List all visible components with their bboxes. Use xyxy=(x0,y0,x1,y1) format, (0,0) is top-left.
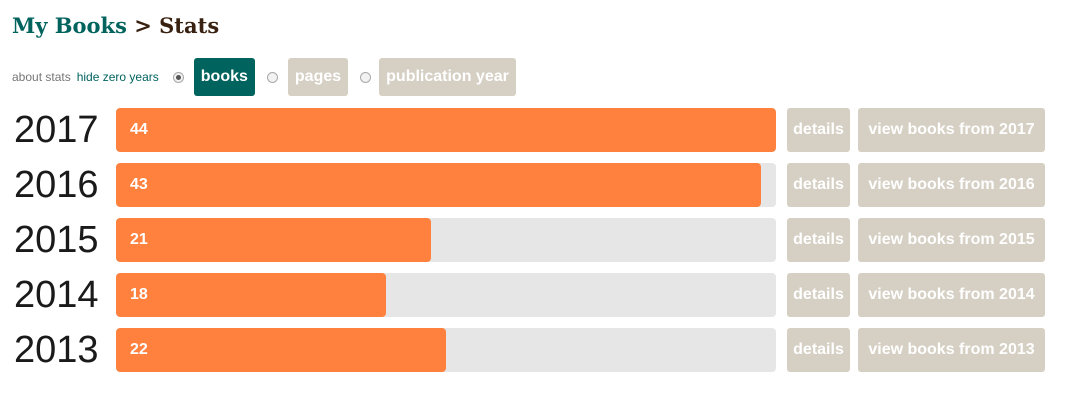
count-bar-label: 21 xyxy=(130,231,148,248)
count-bar-track: 22 xyxy=(116,328,776,372)
details-button[interactable]: details xyxy=(787,108,850,152)
year-label: 2013 xyxy=(14,329,99,371)
details-button[interactable]: details xyxy=(787,273,850,317)
breadcrumb-my-books-link[interactable]: My Books xyxy=(12,13,127,38)
books-tab-button[interactable]: books xyxy=(193,58,255,96)
publication-year-tab-button[interactable]: publication year xyxy=(379,58,516,96)
page-title: Stats xyxy=(159,13,220,38)
year-row: 2013 22 details view books from 2013 xyxy=(0,328,1067,372)
count-bar-track: 21 xyxy=(116,218,776,262)
count-bar-track: 18 xyxy=(116,273,776,317)
year-label: 2015 xyxy=(14,219,99,261)
year-row: 2015 21 details view books from 2015 xyxy=(0,218,1067,262)
year-label: 2014 xyxy=(14,274,99,316)
view-books-button[interactable]: view books from 2015 xyxy=(858,218,1045,262)
hide-zero-years-link[interactable]: hide zero years xyxy=(76,70,159,84)
year-row: 2017 44 details view books from 2017 xyxy=(0,108,1067,152)
publication-year-radio[interactable] xyxy=(360,71,372,83)
count-bar-fill xyxy=(116,273,386,317)
year-row: 2016 43 details view books from 2016 xyxy=(0,163,1067,207)
view-books-button[interactable]: view books from 2016 xyxy=(858,163,1045,207)
year-label: 2017 xyxy=(14,109,99,151)
about-stats-link[interactable]: about stats xyxy=(12,70,71,84)
year-label: 2016 xyxy=(14,164,99,206)
view-books-button[interactable]: view books from 2017 xyxy=(858,108,1045,152)
year-row: 2014 18 details view books from 2014 xyxy=(0,273,1067,317)
books-radio[interactable] xyxy=(172,71,184,83)
count-bar-fill xyxy=(116,108,776,152)
breadcrumb: My Books > Stats xyxy=(12,12,219,40)
pages-tab-button[interactable]: pages xyxy=(287,58,349,96)
count-bar-fill xyxy=(116,218,431,262)
pages-radio[interactable] xyxy=(266,71,278,83)
count-bar-track: 44 xyxy=(116,108,776,152)
breadcrumb-separator: > xyxy=(134,13,152,38)
count-bar-label: 18 xyxy=(130,286,148,303)
count-bar-fill xyxy=(116,163,761,207)
year-stats-list: 2017 44 details view books from 2017 201… xyxy=(0,108,1067,383)
count-bar-label: 43 xyxy=(130,176,148,193)
details-button[interactable]: details xyxy=(787,218,850,262)
count-bar-track: 43 xyxy=(116,163,776,207)
stats-controls: about stats hide zero years books pages … xyxy=(12,58,516,96)
details-button[interactable]: details xyxy=(787,163,850,207)
view-books-button[interactable]: view books from 2013 xyxy=(858,328,1045,372)
view-books-button[interactable]: view books from 2014 xyxy=(858,273,1045,317)
count-bar-label: 44 xyxy=(130,121,148,138)
count-bar-label: 22 xyxy=(130,341,148,358)
count-bar-fill xyxy=(116,328,446,372)
details-button[interactable]: details xyxy=(787,328,850,372)
